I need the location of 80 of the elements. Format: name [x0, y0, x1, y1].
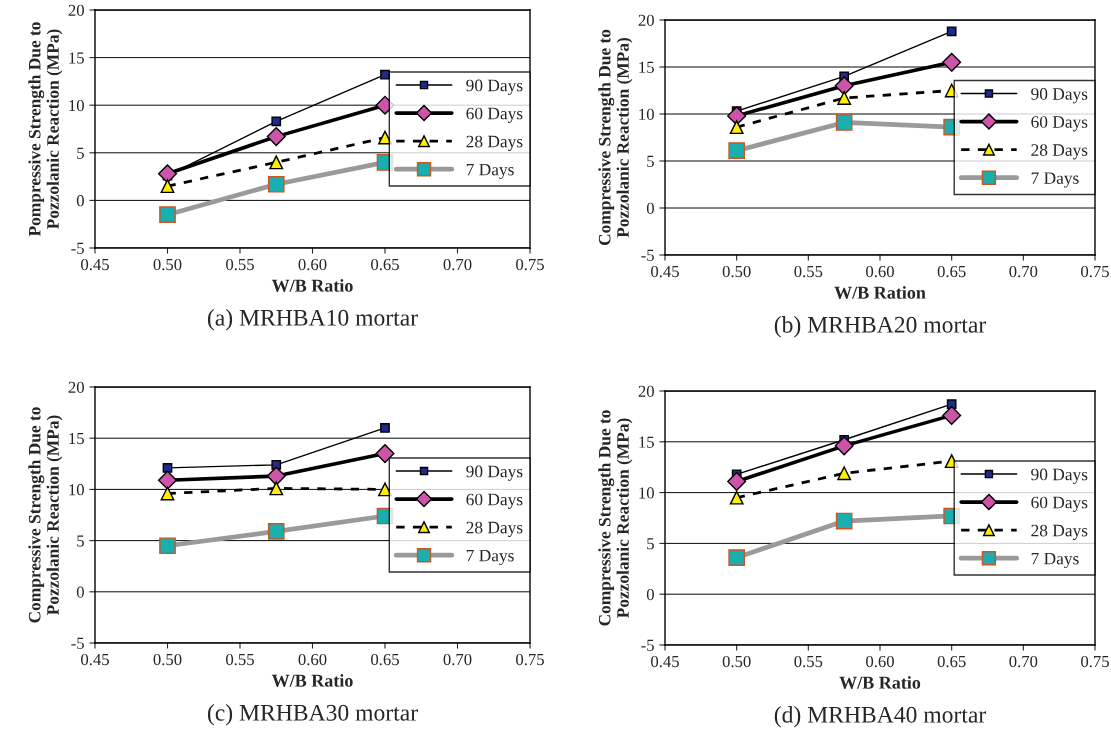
y-tick-label: 15: [639, 436, 654, 448]
y-tick-label: 20: [638, 385, 654, 397]
y-tick-label: 10: [69, 99, 84, 112]
y-tick-label: 0: [646, 202, 654, 214]
x-tick-label: 0.60: [298, 653, 327, 666]
y-tick-label: 10: [639, 108, 654, 120]
y-tick-label: 5: [647, 155, 654, 167]
y-tick-label: -5: [641, 639, 654, 651]
x-tick-label: 0.55: [226, 258, 254, 271]
y-tick-label: 20: [68, 381, 84, 393]
x-tick-label: 0.70: [1009, 265, 1038, 278]
legend-label: 90 Days: [466, 465, 523, 481]
y-tick-label: 10: [639, 487, 654, 499]
y-tick-label: 15: [639, 61, 654, 73]
y-tick-label: 5: [77, 535, 84, 547]
legend-label: 90 Days: [466, 79, 523, 95]
x-tick-label: 0.75: [516, 258, 544, 271]
y-axis-title: Compressive Strength Due to Pozzolanic Reaction (MPa): [598, 410, 633, 626]
x-tick-label: 0.65: [937, 655, 966, 668]
x-tick-label: 0.45: [81, 258, 109, 271]
x-tick-label: 0.70: [1009, 655, 1038, 668]
x-tick-label: 0.60: [866, 265, 894, 278]
x-tick-label: 0.60: [298, 258, 327, 271]
legend-label: 7 Days: [466, 549, 514, 566]
y-tick-label: 10: [69, 484, 84, 496]
text: (b) MRHBA20 mortar: [774, 316, 987, 338]
y-tick-label: 0: [646, 588, 654, 601]
x-axis-title: W/B Ratio: [271, 279, 353, 292]
y-tick-label: 0: [76, 195, 84, 207]
x-tick-label: 0.75: [1081, 265, 1109, 278]
x-tick-label: 0.65: [371, 258, 399, 271]
x-tick-label: 0.75: [516, 653, 544, 666]
x-axis-title: W/B Ration: [834, 286, 926, 299]
legend-label: 28 Days: [466, 135, 523, 151]
x-tick-label: 0.70: [443, 653, 472, 666]
y-axis-title: Compressive Strength Due to Pozzolanic Reaction (MPa): [598, 29, 633, 246]
x-tick-label: 0.75: [1081, 655, 1109, 668]
legend-label: 90 Days: [1031, 468, 1088, 484]
legend-label: 90 Days: [1031, 88, 1088, 104]
legend-label: 28 Days: [1031, 524, 1088, 540]
legend-label: 28 Days: [466, 521, 523, 537]
y-tick-label: 5: [77, 147, 84, 159]
x-tick-label: 0.45: [651, 655, 679, 668]
legend-label: 7 Days: [466, 163, 514, 180]
x-tick-label: 0.60: [866, 655, 894, 668]
legend-label: 60 Days: [466, 107, 523, 123]
legend-label: 60 Days: [466, 493, 523, 509]
y-axis-title: Compressive Strength Due to Pozzolanic Reaction (MPa): [28, 407, 63, 623]
x-tick-label: 0.65: [937, 265, 966, 278]
x-tick-label: 0.50: [722, 655, 751, 668]
y-tick-label: 20: [638, 14, 654, 26]
legend-label: 7 Days: [1031, 552, 1079, 569]
x-axis-title: W/B Ratio: [839, 676, 921, 689]
x-tick-label: 0.70: [443, 258, 472, 271]
y-tick-label: 5: [647, 538, 654, 550]
legend-label: 60 Days: [1031, 116, 1088, 132]
x-tick-label: 0.50: [722, 265, 751, 278]
x-tick-label: 0.55: [794, 265, 823, 278]
x-axis-title: W/B Ratio: [271, 674, 353, 687]
y-tick-label: 20: [68, 4, 84, 16]
text: (a) MRHBA10 mortar: [207, 309, 418, 331]
x-tick-label: 0.55: [226, 653, 254, 666]
x-tick-label: 0.65: [371, 653, 399, 666]
y-axis-title: Pompressive Strength Due to Pozzolanic Reaction (MPa): [28, 22, 63, 237]
y-tick-label: 15: [69, 432, 84, 445]
legend-label: 60 Days: [1031, 496, 1088, 512]
legend-label: 28 Days: [1031, 144, 1088, 160]
y-tick-label: -5: [71, 637, 84, 649]
y-tick-label: 15: [69, 52, 84, 64]
legend-label: 7 Days: [1031, 172, 1079, 188]
x-tick-label: 0.45: [81, 653, 109, 666]
x-tick-label: 0.45: [651, 265, 679, 278]
text: (c) MRHBA30 mortar: [207, 704, 418, 726]
y-tick-label: 0: [76, 586, 84, 598]
y-tick-label: -5: [71, 242, 84, 254]
x-tick-label: 0.55: [794, 655, 823, 668]
text: (d) MRHBA40 mortar: [774, 706, 987, 728]
y-tick-label: -5: [641, 249, 654, 261]
x-tick-label: 0.50: [153, 258, 182, 271]
x-tick-label: 0.50: [153, 653, 182, 666]
